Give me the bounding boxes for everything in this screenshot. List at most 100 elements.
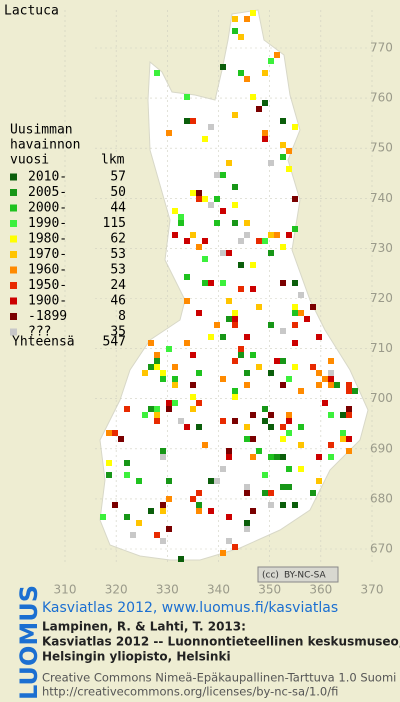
occurrence-square	[148, 508, 154, 514]
headline: Kasviatlas 2012, www.luomus.fi/kasviatla…	[42, 600, 338, 616]
occurrence-square	[244, 436, 250, 442]
occurrence-square	[124, 514, 130, 520]
occurrence-square	[292, 310, 298, 316]
occurrence-square	[232, 310, 238, 316]
occurrence-square	[292, 124, 298, 130]
occurrence-square	[184, 274, 190, 280]
occurrence-square	[196, 424, 202, 430]
occurrence-square	[220, 550, 226, 556]
occurrence-square	[238, 262, 244, 268]
citation-line: Helsingin yliopisto, Helsinki	[42, 650, 231, 664]
occurrence-square	[286, 412, 292, 418]
occurrence-square	[298, 424, 304, 430]
occurrence-square	[280, 436, 286, 442]
map-title: Lactuca	[4, 4, 59, 19]
occurrence-square	[292, 364, 298, 370]
occurrence-square	[244, 424, 250, 430]
occurrence-square	[304, 316, 310, 322]
occurrence-square	[214, 322, 220, 328]
x-tick-label: 320	[105, 583, 128, 597]
occurrence-square	[244, 526, 250, 532]
occurrence-square	[202, 442, 208, 448]
legend-label: 2010-	[28, 170, 67, 185]
occurrence-square	[124, 460, 130, 466]
occurrence-square	[112, 430, 118, 436]
occurrence-square	[196, 370, 202, 376]
occurrence-square	[244, 484, 250, 490]
legend-label: 1900-	[28, 294, 67, 309]
occurrence-square	[262, 472, 268, 478]
occurrence-square	[220, 172, 226, 178]
occurrence-square	[184, 298, 190, 304]
occurrence-square	[346, 448, 352, 454]
occurrence-square	[262, 406, 268, 412]
occurrence-square	[220, 280, 226, 286]
occurrence-square	[166, 526, 172, 532]
occurrence-square	[244, 232, 250, 238]
occurrence-square	[166, 478, 172, 484]
occurrence-square	[262, 70, 268, 76]
occurrence-square	[196, 196, 202, 202]
occurrence-square	[160, 376, 166, 382]
occurrence-square	[178, 556, 184, 562]
occurrence-square	[280, 382, 286, 388]
legend-count: 44	[110, 201, 126, 216]
occurrence-square	[280, 142, 286, 148]
legend-count-header: lkm	[101, 153, 125, 168]
y-tick-label: 740	[370, 191, 393, 205]
occurrence-square	[202, 256, 208, 262]
legend-swatch	[10, 220, 17, 227]
occurrence-square	[208, 478, 214, 484]
occurrence-square	[178, 214, 184, 220]
occurrence-square	[238, 34, 244, 40]
occurrence-square	[220, 418, 226, 424]
occurrence-square	[148, 406, 154, 412]
occurrence-square	[166, 406, 172, 412]
occurrence-square	[244, 370, 250, 376]
occurrence-square	[286, 430, 292, 436]
occurrence-square	[256, 448, 262, 454]
license-line: Creative Commons Nimeä-Epäkaupallinen-Ta…	[42, 671, 396, 685]
occurrence-square	[316, 334, 322, 340]
occurrence-square	[292, 304, 298, 310]
occurrence-square	[178, 418, 184, 424]
occurrence-square	[106, 460, 112, 466]
y-tick-label: 670	[370, 542, 393, 556]
occurrence-square	[274, 232, 280, 238]
legend-swatch	[10, 297, 17, 305]
occurrence-square	[280, 118, 286, 124]
legend-count: 8	[118, 309, 126, 324]
legend-swatch	[10, 173, 17, 181]
occurrence-square	[328, 376, 334, 382]
occurrence-square	[172, 400, 178, 406]
occurrence-square	[220, 208, 226, 214]
occurrence-square	[106, 472, 112, 478]
legend-label: 1970-	[28, 247, 67, 262]
legend-label: 1960-	[28, 263, 67, 278]
legend-swatch	[10, 251, 17, 258]
occurrence-square	[268, 250, 274, 256]
occurrence-square	[310, 490, 316, 496]
legend-label: -1899	[28, 309, 67, 324]
legend-count: 46	[110, 294, 126, 309]
y-tick-label: 770	[370, 41, 393, 55]
legend-label: ???	[28, 325, 51, 340]
y-tick-label: 730	[370, 241, 393, 255]
occurrence-square	[274, 358, 280, 364]
occurrence-square	[208, 202, 214, 208]
occurrence-square	[268, 160, 274, 166]
occurrence-square	[268, 502, 274, 508]
occurrence-square	[136, 520, 142, 526]
occurrence-square	[262, 136, 268, 142]
legend-count: 57	[110, 170, 126, 185]
occurrence-square	[310, 364, 316, 370]
occurrence-square	[328, 370, 334, 376]
occurrence-square	[160, 370, 166, 376]
grid	[64, 10, 373, 562]
occurrence-square	[208, 124, 214, 130]
occurrence-square	[166, 400, 172, 406]
occurrence-square	[154, 412, 160, 418]
occurrence-square	[298, 442, 304, 448]
occurrence-square	[256, 304, 262, 310]
